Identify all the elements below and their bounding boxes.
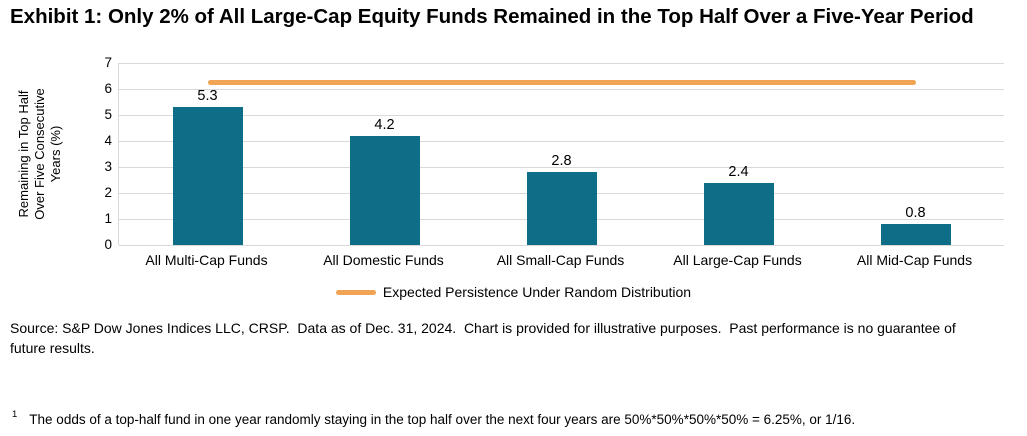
- bar-slot: 2.4: [650, 63, 827, 245]
- bar-slot: 0.8: [827, 63, 1004, 245]
- bar-value-label: 4.2: [374, 116, 395, 133]
- bar-slot: 4.2: [296, 63, 473, 245]
- y-axis-tick: 6: [104, 81, 112, 96]
- y-axis-title-line-1: Remaining in Top Half: [16, 90, 31, 218]
- x-axis-label: All Multi-Cap Funds: [145, 252, 268, 268]
- y-axis-tick: 1: [104, 211, 112, 226]
- gridline: [119, 63, 1004, 64]
- y-axis-title-line-3: Years (%): [48, 125, 63, 183]
- y-axis-title-line-2: Over Five Consecutive: [32, 88, 47, 220]
- x-axis-label: All Small-Cap Funds: [496, 252, 625, 268]
- bars-row: 5.3 4.2 2.8 2.4 0.8: [119, 63, 1004, 245]
- source-note: Source: S&P Dow Jones Indices LLC, CRSP.…: [10, 320, 960, 356]
- legend: Expected Persistence Under Random Distri…: [0, 284, 1027, 300]
- footnote: 1 The odds of a top-half fund in one year…: [12, 409, 1022, 427]
- bar-value-label: 2.4: [728, 163, 749, 180]
- gridline: [119, 89, 1004, 90]
- gridline: [119, 141, 1004, 142]
- bar-value-label: 5.3: [197, 88, 218, 105]
- bar: [703, 182, 774, 245]
- y-axis-tick: 3: [104, 159, 112, 174]
- y-axis-tick: 0: [104, 237, 112, 252]
- bar: [526, 172, 597, 245]
- exhibit-title: Exhibit 1: Only 2% of All Large-Cap Equi…: [10, 5, 974, 28]
- y-axis-ticks: 0 1 2 3 4 5 6 7: [84, 55, 112, 252]
- gridline: [119, 245, 1004, 246]
- y-axis-tick: 2: [104, 185, 112, 200]
- y-axis-tick: 4: [104, 133, 112, 148]
- footnote-text: The odds of a top-half fund in one year …: [29, 412, 856, 427]
- footnote-marker: 1: [12, 409, 18, 420]
- x-axis-label: All Domestic Funds: [323, 252, 444, 268]
- y-axis-tick: 7: [104, 55, 112, 70]
- y-axis-tick: 5: [104, 107, 112, 122]
- bar-value-label: 0.8: [905, 205, 926, 222]
- plot-area: 5.3 4.2 2.8 2.4 0.8: [118, 63, 1004, 246]
- reference-line: [207, 80, 916, 85]
- bar: [172, 107, 243, 245]
- gridline: [119, 167, 1004, 168]
- bar-slot: 5.3: [119, 63, 296, 245]
- x-axis-label: All Mid-Cap Funds: [856, 252, 973, 268]
- legend-label: Expected Persistence Under Random Distri…: [382, 284, 692, 300]
- bar-value-label: 2.8: [551, 153, 572, 170]
- y-axis-title: Remaining in Top Half Over Five Consecut…: [16, 58, 64, 250]
- x-axis-label: All Large-Cap Funds: [673, 252, 802, 268]
- bar-slot: 2.8: [473, 63, 650, 245]
- legend-line-swatch-icon: [335, 289, 376, 295]
- x-axis-labels: All Multi-Cap Funds All Domestic Funds All…: [118, 252, 1003, 268]
- bar: [880, 224, 951, 245]
- gridline: [119, 115, 1004, 116]
- bar: [349, 135, 420, 245]
